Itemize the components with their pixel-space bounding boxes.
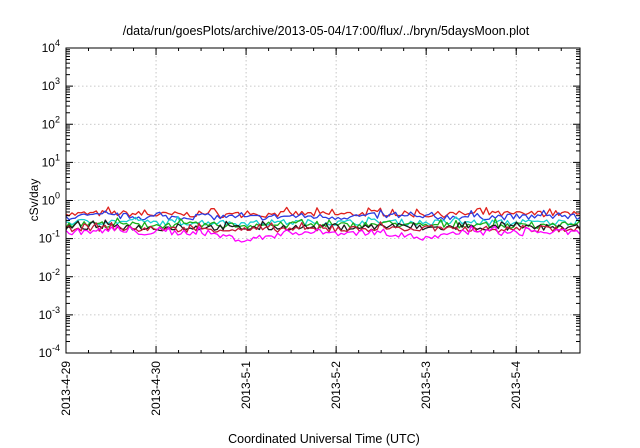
y-tick-base: 10 [42,117,56,131]
y-tick-exponent: 2 [55,114,60,124]
y-tick-label: 10-3 [39,305,60,322]
y-tick-base: 10 [39,308,53,322]
x-tick-labels: 2013-4-29 2013-4-30 2013-5-1 2013-5-2 2013-5… [59,361,523,416]
y-tick-base: 10 [42,79,56,93]
y-tick-exponent: -4 [52,343,60,353]
y-tick-exponent: 4 [55,38,60,48]
y-tick-exponent: 3 [55,76,60,86]
x-tick-label: 2013-4-30 [149,361,163,416]
series-line-6 [65,221,581,234]
plot-frame [65,47,581,354]
x-axis-label: Coordinated Universal Time (UTC) [228,432,420,446]
y-tick-base: 10 [42,155,56,169]
y-tick-exponent: 1 [55,152,60,162]
x-tick-label: 2013-4-29 [59,361,73,416]
grid-lines [66,48,580,353]
y-tick-base: 10 [39,346,53,360]
x-tick-label: 2013-5-1 [239,361,253,409]
series-line-1 [65,206,581,219]
y-tick-exponent: -1 [52,229,60,239]
chart-title: /data/run/goesPlots/archive/2013-05-04/1… [123,24,530,38]
y-tick-label: 102 [42,114,60,131]
y-tick-label: 103 [42,76,60,93]
y-tick-label: 104 [42,38,60,55]
series-line-4 [65,217,581,229]
y-tick-exponent: 0 [55,191,60,201]
y-tick-base: 10 [39,232,53,246]
y-tick-label: 10-4 [39,343,60,360]
y-tick-base: 10 [39,270,53,284]
y-tick-exponent: -3 [52,305,60,315]
x-tick-label: 2013-5-3 [419,361,433,409]
y-axis-label: cSv/day [27,179,41,222]
y-tick-base: 10 [42,194,56,208]
y-tick-base: 10 [42,41,56,55]
series-line-7 [65,225,581,243]
data-series [65,206,581,243]
series-line-2 [65,209,581,221]
y-tick-label: 10-1 [39,229,60,246]
y-tick-exponent: -2 [52,267,60,277]
x-tick-label: 2013-5-2 [329,361,343,409]
y-tick-label: 101 [42,152,60,169]
y-tick-label: 10-2 [39,267,60,284]
y-tick-label: 100 [42,191,60,208]
x-tick-label: 2013-5-4 [509,361,523,409]
